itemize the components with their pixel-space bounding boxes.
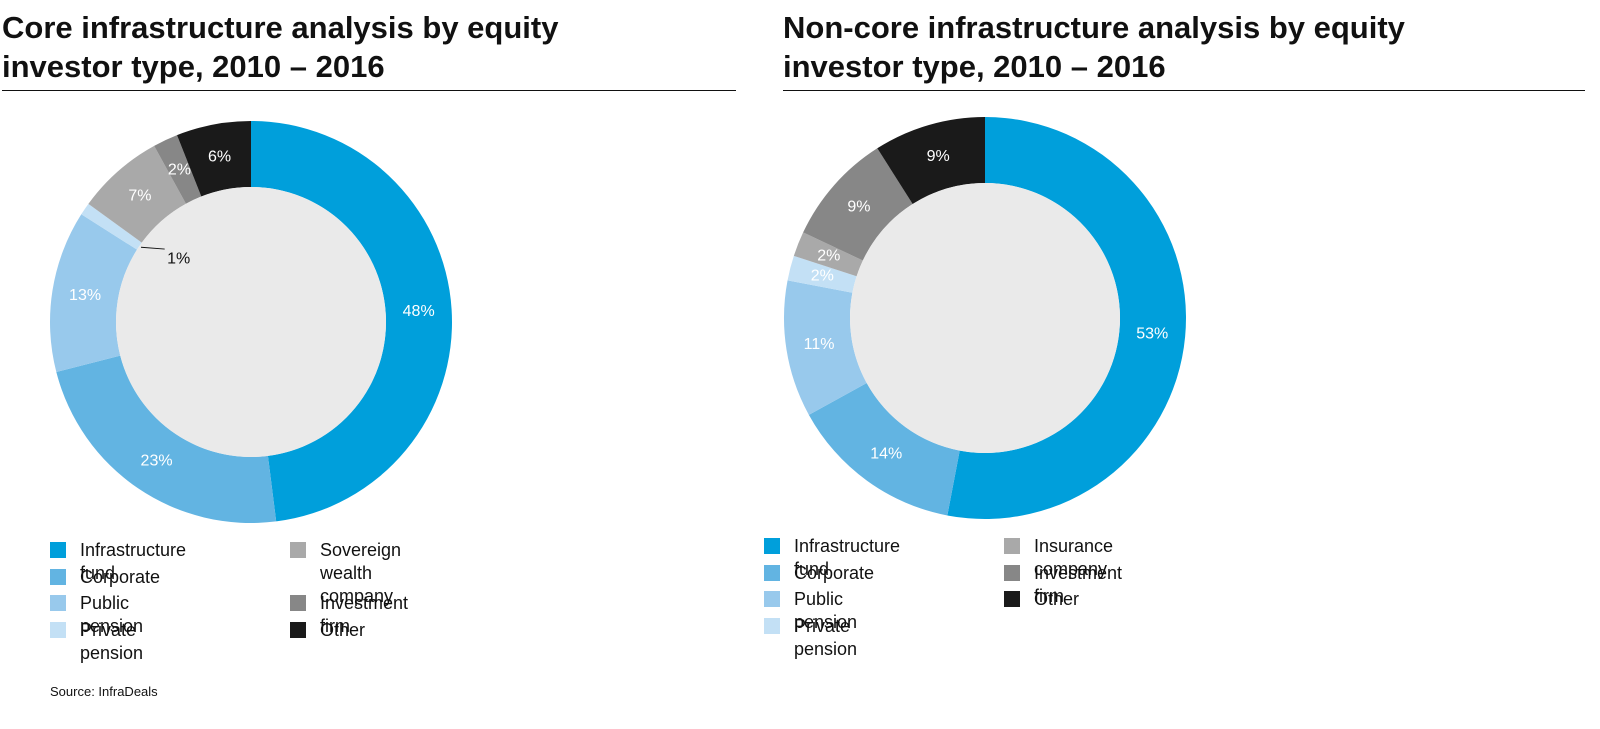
core-slice-sovereign-wealth-company <box>88 145 186 243</box>
noncore-legend-item-private-pension: Private pension <box>764 615 857 661</box>
noncore-value-label-infrastructure-fund: 53% <box>1136 325 1168 342</box>
noncore-legend-label: Infrastructure fund <box>794 536 901 579</box>
noncore-legend-item-insurance-company: Insurance company <box>1004 535 1113 581</box>
noncore-legend-swatch <box>764 591 780 607</box>
core-leader-line-private-pension <box>140 246 165 250</box>
core-legend-label: Sovereign wealth company <box>320 539 401 608</box>
core-legend-item-other: Other <box>290 619 365 642</box>
core-value-label-public-pension: 13% <box>69 287 101 304</box>
noncore-slice-public-pension <box>784 280 867 415</box>
core-legend-swatch <box>50 569 66 585</box>
core-slice-infrastructure-fund <box>251 121 453 522</box>
core-legend-item-corporate: Corporate <box>50 566 160 589</box>
core-legend-item-private-pension: Private pension <box>50 619 143 665</box>
noncore-chart-title: Non-core infrastructure analysis by equi… <box>783 0 1585 86</box>
core-value-label-private-pension: 1% <box>167 251 190 268</box>
core-legend-item-public-pension: Public pension <box>50 592 143 638</box>
core-slice-other <box>177 121 251 197</box>
noncore-value-label-investment-firm: 9% <box>847 198 870 215</box>
noncore-legend-label: Investment firm <box>1034 563 1123 606</box>
noncore-value-label-other: 9% <box>927 148 950 165</box>
core-slice-public-pension <box>50 214 138 372</box>
noncore-legend-swatch <box>764 618 780 634</box>
noncore-legend-item-infrastructure-fund: Infrastructure fund <box>764 535 900 581</box>
core-slice-investment-firm <box>154 135 202 204</box>
core-legend-label: Corporate <box>80 567 161 587</box>
core-legend-label: Public pension <box>80 593 144 636</box>
noncore-legend-label: Corporate <box>794 563 875 583</box>
core-legend-label: Investment firm <box>320 593 409 636</box>
core-legend-label: Private pension <box>80 620 144 663</box>
noncore-legend-swatch <box>1004 565 1020 581</box>
noncore-title-line2: investor type, 2010 – 2016 <box>783 49 1166 84</box>
noncore-legend-label: Public pension <box>794 589 858 632</box>
core-legend-swatch <box>50 622 66 638</box>
core-legend-item-sovereign-wealth-company: Sovereign wealth company <box>290 539 401 608</box>
core-value-label-other: 6% <box>208 148 231 165</box>
noncore-value-label-insurance-company: 2% <box>817 248 840 265</box>
noncore-slice-infrastructure-fund <box>947 117 1186 519</box>
core-legend-label-sovereign-line1: Sovereign wealth <box>320 540 402 583</box>
core-legend-swatch <box>50 542 66 558</box>
core-value-label-corporate: 23% <box>141 452 173 469</box>
noncore-legend-item-investment-firm: Investment firm <box>1004 562 1122 608</box>
core-legend-item-infrastructure-fund: Infrastructure fund <box>50 539 186 585</box>
core-value-label-infrastructure-fund: 48% <box>403 303 435 320</box>
core-title-line1: Core infrastructure analysis by equity <box>2 10 559 45</box>
noncore-value-label-private-pension: 2% <box>811 268 834 285</box>
noncore-donut-chart: 53% 14% 11% 2% 2% 9% 9% <box>784 117 1186 519</box>
noncore-slice-other <box>877 117 985 205</box>
noncore-legend-label: Other <box>1034 589 1080 609</box>
noncore-legend-swatch <box>764 565 780 581</box>
core-legend-swatch <box>290 622 306 638</box>
core-donut-chart: 48% 23% 13% 1% 7% 2% 6% <box>50 121 453 523</box>
core-legend-label: Other <box>320 620 366 640</box>
core-legend-label-sovereign-line2: company <box>320 586 394 606</box>
noncore-legend-label: Insurance company <box>1034 536 1114 579</box>
noncore-title-divider <box>783 90 1585 91</box>
noncore-donut-hole <box>850 183 1120 453</box>
core-value-label-sovereign-wealth-company: 7% <box>128 187 151 204</box>
core-slice-corporate <box>56 355 277 523</box>
noncore-legend-item-public-pension: Public pension <box>764 588 857 634</box>
core-chart-panel: Core infrastructure analysis by equity i… <box>2 0 736 91</box>
core-donut-hole <box>116 187 386 457</box>
core-title-line2: investor type, 2010 – 2016 <box>2 49 385 84</box>
noncore-slice-private-pension <box>787 255 857 293</box>
noncore-value-label-corporate: 14% <box>870 445 902 462</box>
core-legend-item-investment-firm: Investment firm <box>290 592 408 638</box>
source-note: Source: InfraDeals <box>50 684 158 699</box>
core-legend-label: Infrastructure fund <box>80 540 187 583</box>
core-legend-swatch <box>50 595 66 611</box>
noncore-legend-swatch <box>1004 538 1020 554</box>
core-legend-swatch <box>290 542 306 558</box>
core-chart-title: Core infrastructure analysis by equity i… <box>2 0 736 86</box>
noncore-legend-item-corporate: Corporate <box>764 562 874 585</box>
noncore-legend-swatch <box>1004 591 1020 607</box>
noncore-slice-corporate <box>808 383 960 516</box>
noncore-legend-swatch <box>764 538 780 554</box>
noncore-legend-label: Private pension <box>794 616 858 659</box>
core-legend-swatch <box>290 595 306 611</box>
core-value-label-investment-firm: 2% <box>168 161 191 178</box>
noncore-title-line1: Non-core infrastructure analysis by equi… <box>783 10 1405 45</box>
noncore-slice-investment-firm <box>803 148 913 261</box>
noncore-slice-insurance-company <box>793 232 863 277</box>
noncore-chart-panel: Non-core infrastructure analysis by equi… <box>783 0 1585 91</box>
core-title-divider <box>2 90 736 91</box>
core-slice-private-pension <box>81 203 142 250</box>
noncore-value-label-public-pension: 11% <box>804 336 835 353</box>
noncore-legend-item-other: Other <box>1004 588 1079 611</box>
